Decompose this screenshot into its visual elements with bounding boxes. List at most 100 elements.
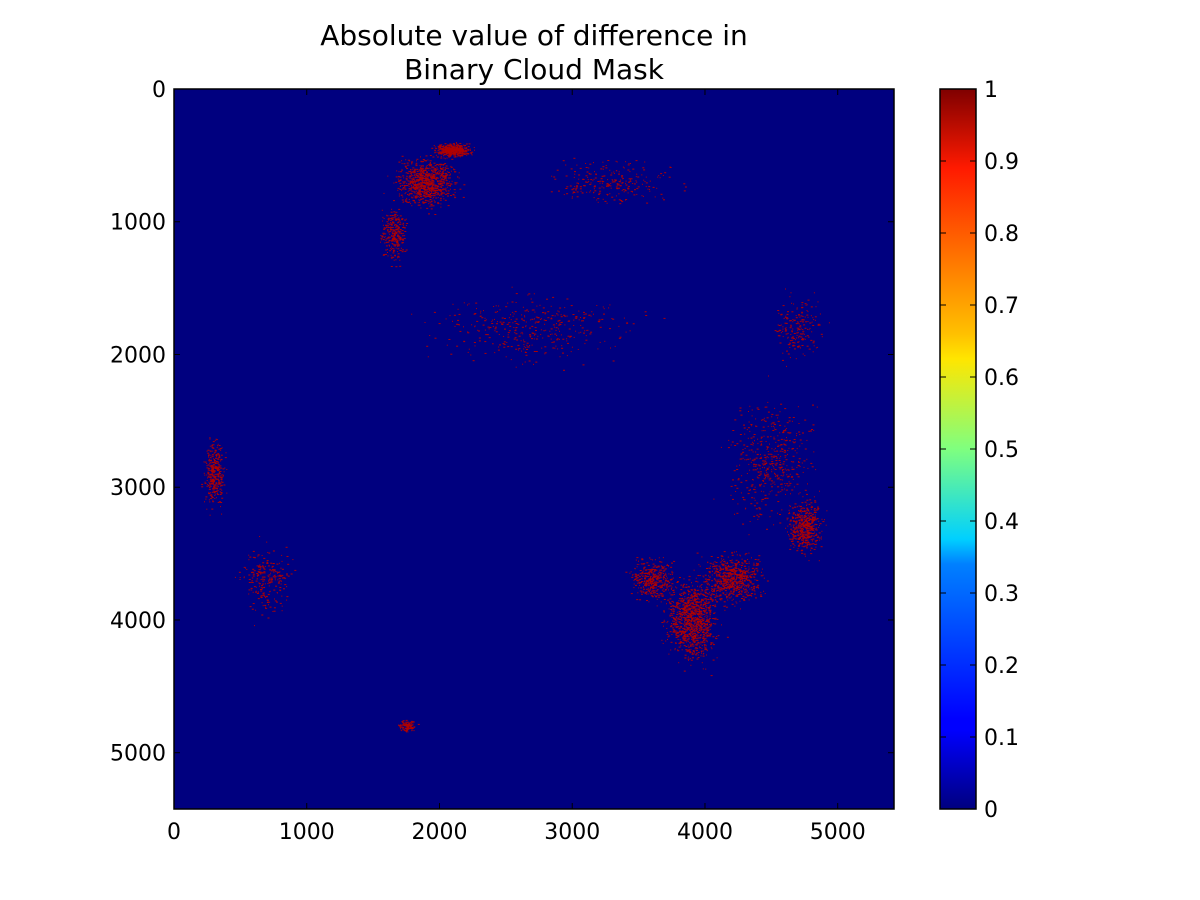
difference-pixel xyxy=(800,508,802,510)
difference-pixel xyxy=(631,576,634,578)
difference-pixel xyxy=(736,587,739,589)
difference-pixel xyxy=(398,230,400,232)
difference-pixel xyxy=(815,524,818,526)
difference-pixel xyxy=(728,586,730,587)
difference-pixel xyxy=(783,439,785,441)
difference-pixel xyxy=(768,493,770,495)
difference-pixel xyxy=(801,443,803,445)
difference-pixel xyxy=(392,252,395,254)
difference-pixel xyxy=(814,531,816,533)
difference-pixel xyxy=(201,483,204,485)
difference-pixel xyxy=(695,628,697,630)
difference-pixel xyxy=(457,148,460,150)
difference-pixel xyxy=(818,560,820,562)
difference-pixel xyxy=(739,600,741,602)
difference-pixel xyxy=(422,175,424,177)
difference-pixel xyxy=(693,628,695,630)
difference-pixel xyxy=(715,567,717,569)
difference-pixel xyxy=(409,181,411,183)
difference-pixel xyxy=(643,567,645,569)
difference-pixel xyxy=(690,602,693,604)
difference-pixel xyxy=(792,538,794,540)
difference-pixel xyxy=(452,154,454,156)
difference-pixel xyxy=(660,601,662,603)
difference-pixel xyxy=(403,225,405,227)
difference-pixel xyxy=(704,616,706,618)
difference-pixel xyxy=(754,459,756,461)
difference-pixel xyxy=(742,581,744,583)
difference-pixel xyxy=(684,613,686,615)
difference-pixel xyxy=(420,161,423,163)
difference-pixel xyxy=(702,605,704,607)
difference-pixel xyxy=(426,181,429,183)
difference-pixel xyxy=(698,608,700,610)
difference-pixel xyxy=(454,148,457,150)
difference-pixel xyxy=(408,188,411,189)
difference-pixel xyxy=(683,642,685,644)
difference-pixel xyxy=(742,578,745,580)
difference-pixel xyxy=(679,641,681,643)
difference-pixel xyxy=(718,557,719,558)
difference-pixel xyxy=(719,561,721,563)
difference-pixel xyxy=(414,197,417,199)
difference-pixel xyxy=(397,239,399,241)
difference-pixel xyxy=(680,601,683,603)
difference-pixel xyxy=(734,571,737,572)
difference-pixel xyxy=(705,592,707,594)
difference-pixel xyxy=(696,658,699,660)
difference-pixel xyxy=(800,512,802,514)
difference-pixel xyxy=(792,537,795,539)
difference-pixel xyxy=(719,581,722,583)
difference-pixel xyxy=(694,598,696,600)
difference-pixel xyxy=(434,187,436,189)
difference-pixel xyxy=(428,179,431,181)
difference-pixel xyxy=(439,180,441,182)
difference-pixel xyxy=(686,614,688,616)
difference-pixel xyxy=(715,565,718,567)
difference-pixel xyxy=(740,492,742,494)
difference-pixel xyxy=(412,171,414,173)
difference-pixel xyxy=(744,568,747,570)
difference-pixel xyxy=(434,190,436,192)
difference-pixel xyxy=(727,580,729,582)
difference-pixel xyxy=(393,245,396,247)
difference-pixel xyxy=(428,184,431,186)
difference-pixel xyxy=(708,626,711,628)
difference-pixel xyxy=(806,508,808,510)
difference-pixel xyxy=(397,226,400,228)
difference-pixel xyxy=(430,181,432,183)
difference-pixel xyxy=(709,596,712,598)
difference-pixel xyxy=(695,603,697,605)
difference-pixel xyxy=(394,226,397,228)
difference-pixel xyxy=(813,512,816,514)
difference-pixel xyxy=(795,514,796,516)
difference-pixel xyxy=(396,170,398,172)
difference-pixel xyxy=(642,585,644,587)
difference-pixel xyxy=(682,598,684,599)
difference-pixel xyxy=(720,583,723,585)
difference-pixel xyxy=(402,181,404,183)
difference-pixel xyxy=(802,538,805,540)
difference-pixel xyxy=(686,611,688,613)
difference-pixel xyxy=(784,468,786,470)
difference-pixel xyxy=(409,160,411,162)
difference-pixel xyxy=(774,473,776,475)
difference-pixel xyxy=(720,446,722,448)
difference-pixel xyxy=(430,168,432,170)
difference-pixel xyxy=(425,195,427,197)
difference-pixel xyxy=(763,435,765,437)
difference-pixel xyxy=(412,174,414,176)
difference-pixel xyxy=(413,172,415,174)
difference-pixel xyxy=(655,584,657,586)
difference-pixel xyxy=(714,606,717,608)
difference-pixel xyxy=(762,574,764,576)
difference-pixel xyxy=(448,171,450,173)
difference-pixel xyxy=(700,641,702,643)
difference-pixel xyxy=(437,173,440,175)
difference-pixel xyxy=(394,224,395,226)
difference-pixel xyxy=(690,619,692,621)
difference-pixel xyxy=(811,519,814,521)
difference-pixel xyxy=(421,174,424,176)
difference-pixel xyxy=(702,642,704,643)
difference-pixel xyxy=(789,538,792,540)
